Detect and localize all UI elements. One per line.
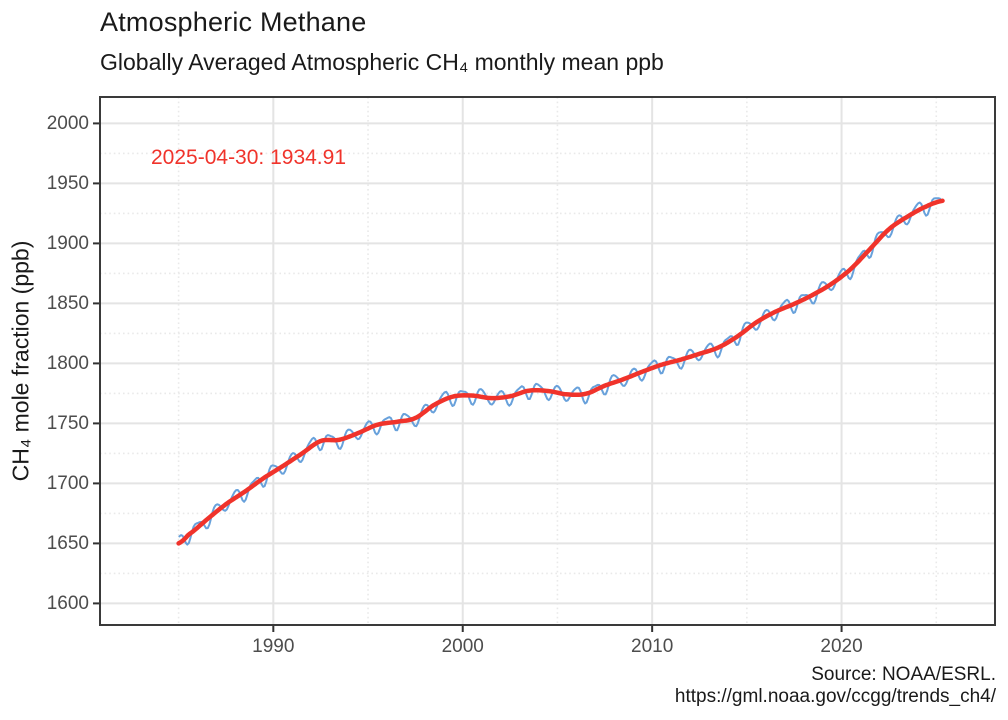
x-tick-label: 2010	[631, 636, 674, 657]
y-tick-label: 1800	[46, 352, 89, 374]
caption-source: Source: NOAA/ESRL.	[811, 664, 996, 685]
page-title: Atmospheric Methane	[100, 7, 367, 37]
y-tick-label: 1900	[46, 232, 89, 254]
x-tick-label: 2020	[820, 636, 863, 657]
y-tick-label: 1700	[46, 472, 89, 494]
y-tick-label: 1650	[46, 532, 89, 554]
y-tick-label: 1750	[46, 412, 89, 434]
x-tick-label: 1990	[252, 636, 295, 657]
y-tick-label: 1850	[46, 292, 89, 314]
caption-url: https://gml.noaa.gov/ccgg/trends_ch4/	[674, 686, 996, 707]
panel-border	[99, 96, 996, 626]
trend-line	[176, 198, 945, 546]
monthly-mean-line	[178, 197, 943, 546]
y-tick-label: 1600	[46, 592, 89, 614]
y-tick-label: 2000	[46, 112, 89, 134]
x-tick-label: 2000	[441, 636, 484, 657]
latest-value-annotation: 2025-04-30: 1934.91	[151, 146, 346, 169]
page-subtitle: Globally Averaged Atmospheric CH₄ monthl…	[100, 49, 664, 75]
caption: Source: NOAA/ESRL. https://gml.noaa.gov/…	[675, 664, 996, 708]
y-tick-label: 1950	[46, 172, 89, 194]
